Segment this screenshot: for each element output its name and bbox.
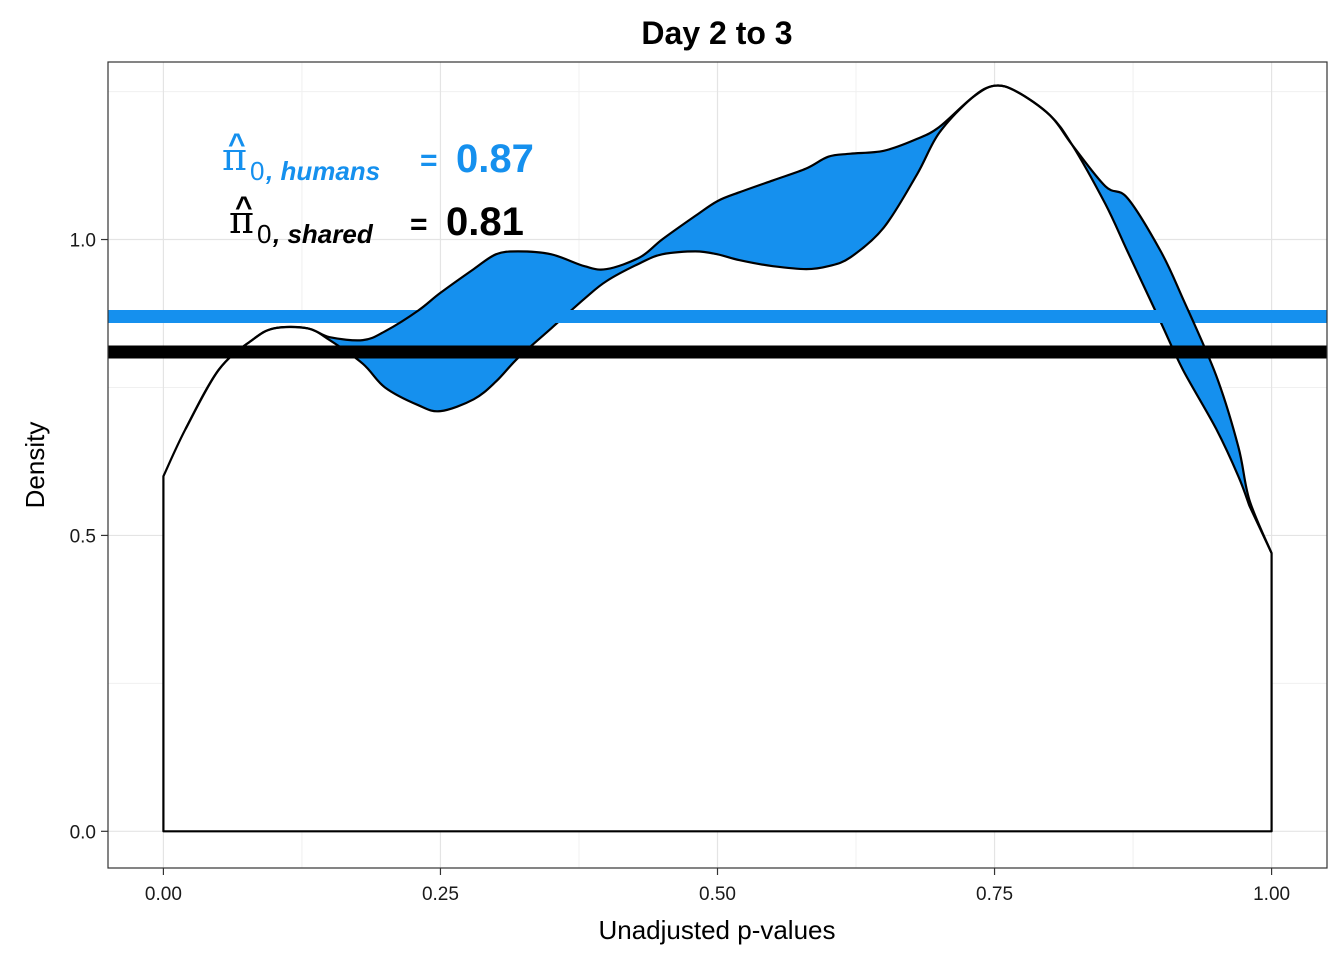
density-area-cover: [163, 85, 1272, 832]
density-line-outline: [184, 84, 1273, 554]
x-tick-label: 1.00: [1253, 884, 1290, 905]
annotation-shared-sub-text: , shared: [272, 219, 374, 249]
y-tick-label: 0.5: [70, 526, 96, 547]
x-tick-label: 0.50: [699, 884, 736, 905]
y-tick-label: 1.0: [70, 231, 96, 252]
y-axis: 0.0 0.5 1.0: [70, 231, 108, 843]
x-axis-title: Unadjusted p-values: [598, 915, 835, 945]
annotation-humans: ^ π 0 , humans = 0.87: [222, 128, 534, 186]
annotation-shared-value: 0.81: [446, 200, 524, 244]
annotation-shared-equals: =: [410, 208, 428, 241]
annotation-shared: ^ π 0 , shared = 0.81: [229, 191, 524, 249]
annotation-shared-sub-num: 0: [257, 219, 271, 249]
x-tick-label: 0.00: [145, 884, 182, 905]
annotation-shared-hat: ^: [235, 191, 253, 224]
chart-title: Day 2 to 3: [641, 15, 792, 51]
y-axis-title: Density: [20, 422, 50, 509]
annotation-humans-value: 0.87: [456, 137, 534, 181]
x-tick-label: 0.25: [422, 884, 459, 905]
annotation-humans-equals: =: [420, 144, 438, 177]
x-axis: 0.00 0.25 0.50 0.75 1.00: [145, 868, 1290, 905]
y-tick-label: 0.0: [70, 822, 96, 843]
pi0-lines: [108, 309, 1327, 359]
annotation-humans-hat: ^: [228, 128, 246, 161]
x-tick-label: 0.75: [976, 884, 1013, 905]
annotation-humans-symbol: π: [222, 135, 247, 179]
annotation-humans-sub-num: 0: [250, 156, 264, 186]
annotation-shared-symbol: π: [229, 198, 254, 242]
annotation-humans-sub-text: , humans: [265, 156, 380, 186]
